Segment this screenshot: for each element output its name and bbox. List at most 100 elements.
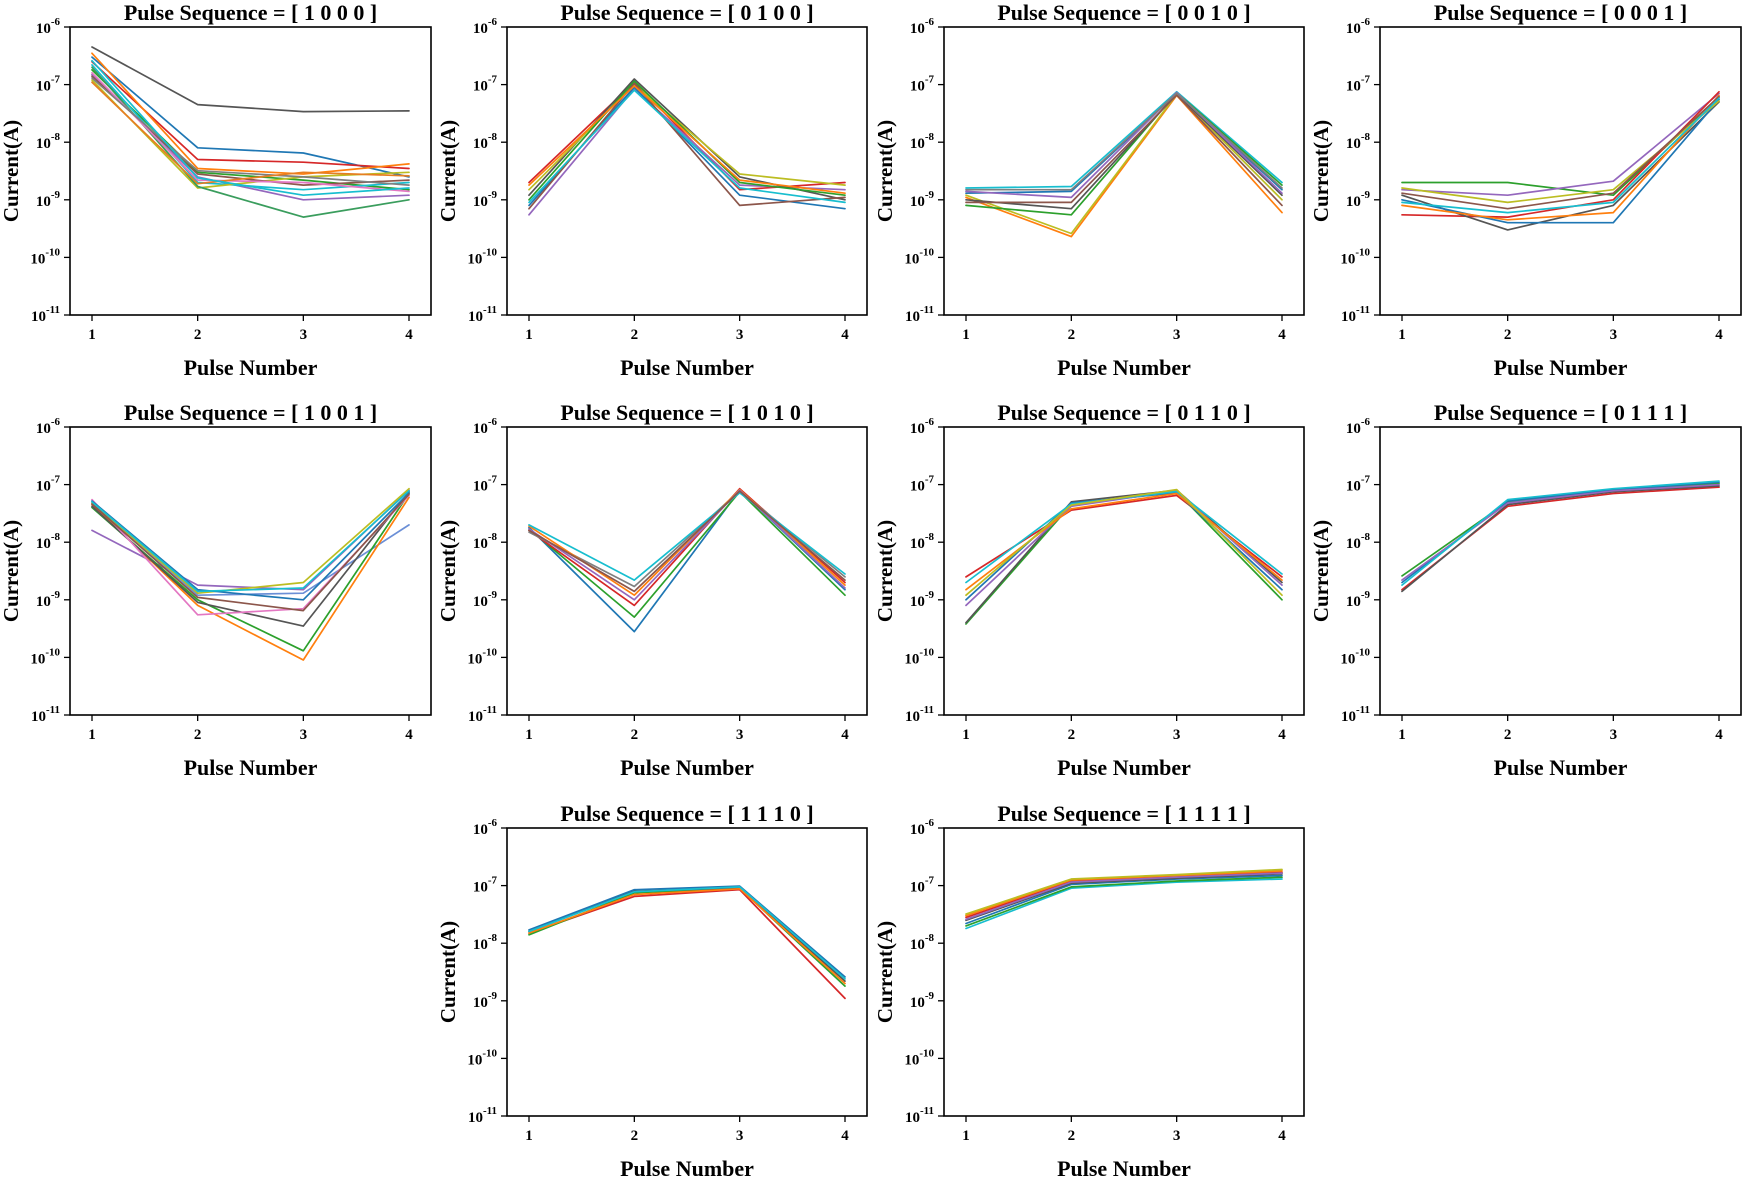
y-axis-label: Current(A) (873, 520, 897, 622)
plot-title: Pulse Sequence = [ 0 1 1 0 ] (997, 400, 1250, 425)
plot-title: Pulse Sequence = [ 1 0 0 0 ] (124, 0, 377, 25)
x-tick-label: 4 (1278, 327, 1286, 343)
x-tick-label: 4 (1278, 1128, 1286, 1144)
series-group (965, 90, 1283, 238)
x-axis-label: Pulse Number (184, 355, 318, 380)
y-tick-label: 10-7 (36, 474, 61, 495)
y-axis-label: Current(A) (1309, 120, 1333, 222)
subplot-4: Pulse Sequence = [ 0 0 0 1 ] 1 2 3 4 10-11 10-… (1309, 0, 1742, 380)
series-line (528, 489, 846, 588)
y-tick-label: 10-6 (473, 16, 498, 37)
y-tick-label: 10-10 (1340, 646, 1370, 667)
series-line (91, 71, 410, 193)
series-line (965, 91, 1283, 216)
series-line (528, 490, 846, 593)
x-tick-label: 2 (194, 727, 202, 743)
series-line (965, 94, 1283, 238)
series-group (528, 885, 846, 1000)
y-tick-label: 10-9 (910, 990, 935, 1011)
series-group (91, 487, 410, 661)
y-tick-label: 10-10 (30, 646, 60, 667)
x-axis-label: Pulse Number (620, 1156, 754, 1181)
plot-title: Pulse Sequence = [ 1 1 1 1 ] (997, 801, 1250, 826)
axes-frame (943, 426, 1305, 716)
series-line (965, 872, 1283, 921)
series-line (965, 488, 1283, 597)
y-tick-label: 10-9 (473, 189, 498, 210)
series-line (965, 490, 1283, 625)
series-line (528, 86, 846, 210)
series-line (1401, 100, 1720, 204)
series-line (528, 887, 846, 985)
subplot-10: Pulse Sequence = [ 1 1 1 1 ] 1 2 3 4 10-11 10-… (873, 801, 1305, 1181)
series-line (965, 874, 1283, 925)
y-tick-label: 10-9 (1346, 189, 1371, 210)
y-tick-label: 10-6 (36, 16, 61, 37)
y-axis-label: Current(A) (436, 921, 460, 1023)
y-tick-label: 10-10 (904, 246, 934, 267)
y-tick-label: 10-7 (910, 74, 935, 95)
subplot-7: Pulse Sequence = [ 0 1 1 0 ] 1 2 3 4 10-11 10-… (873, 400, 1305, 780)
y-tick-label: 10-7 (910, 474, 935, 495)
series-line (91, 59, 410, 197)
series-line (528, 487, 846, 607)
x-tick-label: 3 (736, 327, 744, 343)
x-axis-label: Pulse Number (620, 755, 754, 780)
series-line (528, 888, 846, 1000)
x-tick-label: 3 (1173, 727, 1181, 743)
x-tick-label: 4 (841, 327, 849, 343)
series-line (91, 69, 410, 191)
x-tick-label: 4 (405, 327, 413, 343)
axes-frame (69, 426, 432, 716)
series-group (965, 868, 1283, 930)
y-tick-label: 10-7 (1346, 74, 1371, 95)
subplot-5: Pulse Sequence = [ 1 0 0 1 ] 1 2 3 4 10-11 10-… (0, 400, 432, 780)
y-tick-label: 10-6 (910, 16, 935, 37)
series-line (528, 89, 846, 204)
y-tick-label: 10-6 (473, 817, 498, 838)
plot-title: Pulse Sequence = [ 0 1 1 1 ] (1434, 400, 1687, 425)
x-tick-label: 4 (1715, 727, 1723, 743)
y-axis-label: Current(A) (873, 120, 897, 222)
series-line (528, 886, 846, 982)
y-tick-label: 10-10 (467, 1047, 497, 1068)
y-tick-label: 10-7 (473, 74, 498, 95)
x-tick-label: 2 (631, 727, 639, 743)
series-line (91, 52, 410, 175)
series-group (965, 488, 1283, 625)
subplot-6: Pulse Sequence = [ 1 0 1 0 ] 1 2 3 4 10-11 10-… (436, 400, 868, 780)
y-tick-label: 10-11 (1341, 304, 1370, 325)
series-line (1401, 98, 1720, 224)
x-tick-label: 2 (1504, 327, 1512, 343)
y-tick-label: 10-9 (910, 189, 935, 210)
x-tick-label: 4 (841, 727, 849, 743)
y-tick-label: 10-6 (36, 416, 61, 437)
plot-title: Pulse Sequence = [ 0 1 0 0 ] (560, 0, 813, 25)
series-line (965, 92, 1283, 191)
series-line (91, 66, 410, 218)
x-tick-label: 2 (631, 327, 639, 343)
x-axis-label: Pulse Number (1057, 355, 1191, 380)
x-axis-label: Pulse Number (1057, 755, 1191, 780)
y-axis-label: Current(A) (1309, 520, 1333, 622)
y-tick-label: 10-10 (467, 246, 497, 267)
series-line (91, 77, 410, 186)
series-group (1401, 480, 1720, 593)
axes-frame (506, 426, 868, 716)
x-tick-label: 3 (736, 727, 744, 743)
y-axis-label: Current(A) (873, 921, 897, 1023)
x-tick-label: 2 (1068, 727, 1076, 743)
x-tick-label: 1 (525, 327, 533, 343)
y-tick-label: 10-11 (905, 304, 934, 325)
y-tick-label: 10-11 (468, 1105, 497, 1126)
series-line (528, 885, 846, 978)
x-tick-label: 1 (962, 327, 970, 343)
y-tick-label: 10-10 (30, 246, 60, 267)
x-axis-label: Pulse Number (620, 355, 754, 380)
y-tick-label: 10-7 (910, 875, 935, 896)
series-line (91, 487, 410, 595)
y-tick-label: 10-6 (910, 817, 935, 838)
y-tick-label: 10-7 (36, 74, 61, 95)
plot-title: Pulse Sequence = [ 1 0 0 1 ] (124, 400, 377, 425)
